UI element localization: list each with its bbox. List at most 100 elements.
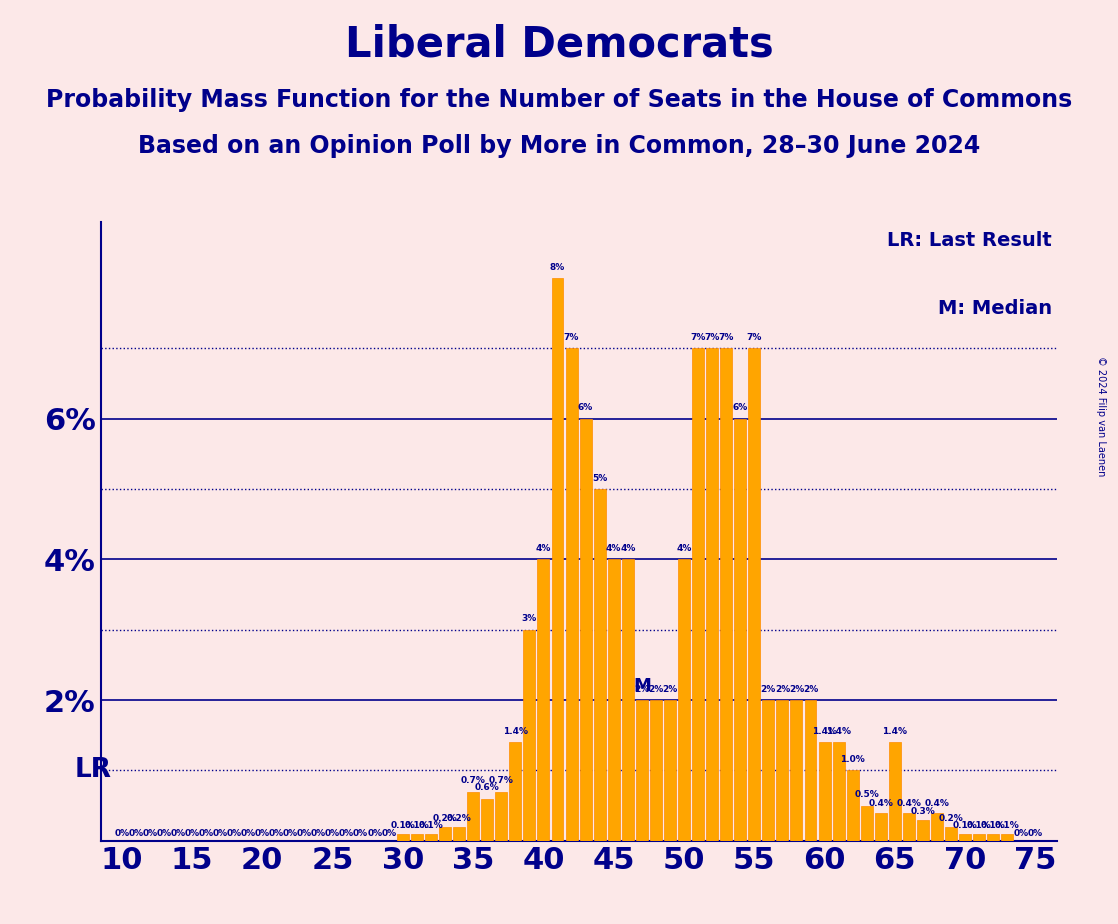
Text: 0%: 0%: [339, 829, 354, 838]
Text: 7%: 7%: [719, 333, 733, 342]
Text: 0%: 0%: [283, 829, 299, 838]
Text: 0.1%: 0.1%: [405, 821, 429, 830]
Text: 0.1%: 0.1%: [995, 821, 1020, 830]
Text: 0%: 0%: [170, 829, 186, 838]
Text: 0%: 0%: [353, 829, 368, 838]
Text: 2%: 2%: [789, 685, 804, 694]
Bar: [397, 833, 409, 841]
Text: 0%: 0%: [255, 829, 269, 838]
Text: 2%: 2%: [760, 685, 776, 694]
Bar: [510, 742, 521, 841]
Text: 0%: 0%: [240, 829, 256, 838]
Text: 0%: 0%: [227, 829, 241, 838]
Text: 0%: 0%: [325, 829, 340, 838]
Bar: [833, 742, 844, 841]
Text: Liberal Democrats: Liberal Democrats: [344, 23, 774, 65]
Bar: [707, 348, 718, 841]
Text: 2%: 2%: [803, 685, 818, 694]
Bar: [790, 700, 803, 841]
Text: 0.7%: 0.7%: [461, 776, 485, 785]
Bar: [818, 742, 831, 841]
Bar: [945, 827, 957, 841]
Bar: [411, 833, 423, 841]
Text: 0.3%: 0.3%: [910, 807, 936, 816]
Text: 0%: 0%: [311, 829, 326, 838]
Text: 2%: 2%: [775, 685, 790, 694]
Text: M: Median: M: Median: [938, 299, 1052, 318]
Bar: [692, 348, 704, 841]
Text: 4%: 4%: [606, 544, 622, 553]
Text: 0.1%: 0.1%: [980, 821, 1005, 830]
Text: 0.2%: 0.2%: [939, 813, 964, 822]
Bar: [846, 771, 859, 841]
Text: 7%: 7%: [704, 333, 720, 342]
Bar: [861, 806, 873, 841]
Bar: [579, 419, 591, 841]
Text: 0.5%: 0.5%: [854, 790, 879, 799]
Text: 0.7%: 0.7%: [489, 776, 513, 785]
Text: 2%: 2%: [648, 685, 663, 694]
Text: 5%: 5%: [593, 474, 607, 482]
Bar: [805, 700, 816, 841]
Text: 0%: 0%: [114, 829, 130, 838]
Text: 0%: 0%: [268, 829, 284, 838]
Text: 0.1%: 0.1%: [418, 821, 444, 830]
Bar: [439, 827, 451, 841]
Bar: [903, 813, 915, 841]
Bar: [622, 559, 634, 841]
Text: 1.4%: 1.4%: [812, 727, 837, 736]
Text: 0.4%: 0.4%: [869, 799, 893, 808]
Bar: [931, 813, 942, 841]
Bar: [917, 820, 929, 841]
Text: LR: LR: [75, 758, 112, 784]
Text: 0.2%: 0.2%: [447, 813, 472, 822]
Bar: [523, 630, 536, 841]
Text: LR: Last Result: LR: Last Result: [887, 231, 1052, 250]
Text: 0%: 0%: [297, 829, 312, 838]
Text: 7%: 7%: [747, 333, 762, 342]
Text: 7%: 7%: [563, 333, 579, 342]
Text: 6%: 6%: [732, 404, 748, 412]
Text: Probability Mass Function for the Number of Seats in the House of Commons: Probability Mass Function for the Number…: [46, 88, 1072, 112]
Bar: [889, 742, 901, 841]
Bar: [481, 798, 493, 841]
Bar: [495, 792, 508, 841]
Text: 0.4%: 0.4%: [925, 799, 949, 808]
Bar: [636, 700, 647, 841]
Bar: [678, 559, 690, 841]
Text: 2%: 2%: [662, 685, 678, 694]
Text: 4%: 4%: [620, 544, 635, 553]
Bar: [425, 833, 437, 841]
Bar: [608, 559, 619, 841]
Bar: [664, 700, 676, 841]
Bar: [594, 489, 606, 841]
Text: 7%: 7%: [690, 333, 705, 342]
Text: 6%: 6%: [578, 404, 594, 412]
Bar: [974, 833, 985, 841]
Text: 0.4%: 0.4%: [897, 799, 921, 808]
Bar: [959, 833, 972, 841]
Text: 0%: 0%: [367, 829, 382, 838]
Text: © 2024 Filip van Laenen: © 2024 Filip van Laenen: [1097, 356, 1106, 476]
Text: 0%: 0%: [142, 829, 158, 838]
Bar: [987, 833, 999, 841]
Bar: [650, 700, 662, 841]
Text: 0%: 0%: [1027, 829, 1043, 838]
Bar: [538, 559, 549, 841]
Text: 8%: 8%: [550, 262, 565, 272]
Text: 0%: 0%: [184, 829, 199, 838]
Bar: [748, 348, 760, 841]
Bar: [735, 419, 746, 841]
Bar: [467, 792, 480, 841]
Text: 2%: 2%: [634, 685, 650, 694]
Text: 0%: 0%: [157, 829, 171, 838]
Bar: [566, 348, 578, 841]
Text: Based on an Opinion Poll by More in Common, 28–30 June 2024: Based on an Opinion Poll by More in Comm…: [138, 134, 980, 158]
Text: 1.4%: 1.4%: [503, 727, 528, 736]
Text: 1.4%: 1.4%: [826, 727, 851, 736]
Text: 0.1%: 0.1%: [967, 821, 992, 830]
Text: 4%: 4%: [676, 544, 692, 553]
Bar: [762, 700, 775, 841]
Text: 1.0%: 1.0%: [841, 755, 865, 764]
Text: 0.1%: 0.1%: [953, 821, 977, 830]
